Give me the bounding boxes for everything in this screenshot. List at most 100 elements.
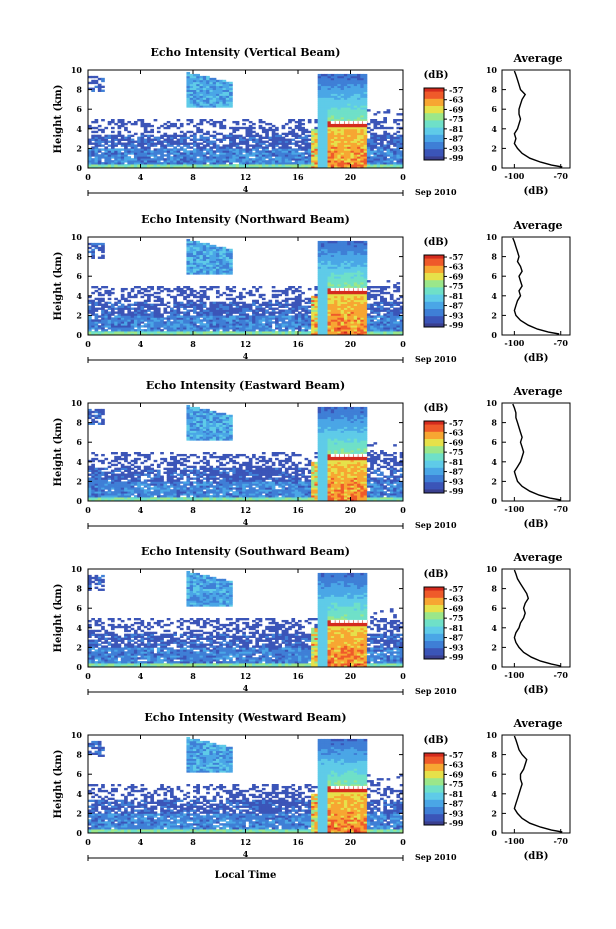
heatmap-cell: [265, 148, 269, 151]
heatmap-cell: [307, 327, 312, 330]
heatmap-cell: [209, 272, 214, 275]
heatmap-cell: [337, 130, 342, 134]
heatmap-cell: [317, 293, 322, 297]
heatmap-cell: [114, 331, 118, 334]
heatmap-cell: [215, 254, 220, 257]
heatmap-cell: [206, 317, 210, 320]
heatmap-cell: [193, 295, 197, 299]
heatmap-cell: [278, 138, 282, 141]
heatmap-cell: [206, 295, 210, 299]
heatmap-cell: [307, 287, 312, 291]
heatmap-cell: [389, 158, 394, 161]
heatmap-cell: [245, 307, 250, 310]
heatmap-cell: [235, 317, 240, 320]
avg-y-tick-label: 0: [491, 163, 497, 173]
heatmap-cell: [209, 156, 214, 159]
heatmap-cell: [334, 301, 338, 305]
heatmap-cell: [320, 293, 325, 297]
heatmap-cell: [327, 109, 332, 112]
heatmap-cell: [245, 142, 250, 145]
heatmap-cell: [271, 146, 276, 149]
heatmap-cell: [360, 113, 365, 116]
heatmap-cell: [189, 91, 194, 94]
heatmap-cell: [215, 301, 220, 305]
heatmap-cell: [219, 158, 223, 161]
heatmap-cell: [330, 305, 335, 308]
heatmap-cell: [304, 160, 309, 163]
heatmap-cell: [91, 303, 95, 306]
heatmap-cell: [340, 146, 345, 149]
heatmap-cell: [127, 150, 132, 153]
heatmap-cell: [334, 103, 338, 106]
heatmap-cell: [258, 315, 263, 318]
heatmap-cell: [229, 160, 233, 163]
heatmap-cell: [199, 166, 204, 169]
heatmap-cell: [340, 254, 345, 257]
heatmap-cell: [252, 319, 256, 322]
heatmap-cell: [173, 152, 177, 155]
heatmap-cell: [238, 321, 243, 324]
heatmap-cell: [340, 99, 345, 102]
heatmap-cell: [232, 136, 237, 139]
heatmap-cell: [215, 329, 220, 332]
heatmap-cell: [314, 287, 319, 291]
heatmap-cell: [393, 154, 397, 157]
heatmap-cell: [222, 156, 227, 159]
heatmap-cell: [104, 158, 109, 161]
heatmap-cell: [196, 166, 200, 169]
heatmap-cell: [334, 268, 338, 271]
heatmap-cell: [238, 152, 243, 155]
heatmap-cell: [304, 158, 309, 161]
heatmap-cell: [212, 136, 217, 139]
heatmap-cell: [229, 258, 233, 261]
heatmap-cell: [242, 303, 246, 306]
heatmap-cell: [353, 325, 358, 328]
heatmap-cell: [206, 99, 210, 102]
heatmap-cell: [258, 166, 263, 169]
heatmap-cell: [88, 242, 92, 246]
heatmap-cell: [268, 154, 273, 157]
heatmap-cell: [193, 148, 197, 151]
heatmap-cell: [225, 309, 230, 312]
heatmap-cell: [97, 333, 102, 336]
heatmap-cell: [88, 250, 92, 254]
heatmap-cell: [298, 327, 302, 330]
heatmap-cell: [147, 148, 151, 151]
heatmap-cell: [330, 77, 335, 81]
heatmap-cell: [350, 140, 355, 143]
heatmap-cell: [278, 146, 282, 149]
heatmap-cell: [173, 146, 177, 149]
heatmap-cell: [363, 128, 368, 132]
heatmap-cell: [140, 313, 145, 316]
heatmap-cell: [199, 87, 204, 90]
heatmap-cell: [357, 164, 361, 167]
heatmap-cell: [150, 130, 155, 134]
heatmap-cell: [120, 144, 125, 147]
heatmap-cell: [173, 154, 177, 157]
heatmap-cell: [314, 142, 319, 145]
heatmap-cell: [166, 124, 171, 128]
heatmap-cell: [252, 325, 256, 328]
heatmap-cell: [350, 317, 355, 320]
heatmap-cell: [110, 140, 115, 143]
heatmap-cell: [317, 321, 322, 324]
heatmap-cell: [340, 105, 345, 108]
heatmap-cell: [298, 333, 302, 336]
heatmap-cell: [334, 136, 338, 139]
heatmap-cell: [357, 299, 361, 303]
heatmap-cell: [101, 138, 105, 141]
heatmap-cell: [189, 242, 194, 246]
heatmap-cell: [229, 162, 233, 165]
heatmap-cell: [258, 134, 263, 138]
heatmap-cell: [107, 305, 112, 308]
heatmap-cell: [252, 293, 256, 297]
heatmap-cell: [199, 329, 204, 332]
heatmap-cell: [199, 136, 204, 139]
heatmap-cell: [337, 95, 342, 98]
heatmap-cell: [350, 152, 355, 155]
heatmap-cell: [219, 307, 223, 310]
heatmap-cell: [373, 286, 378, 289]
heatmap-cell: [399, 126, 404, 130]
heatmap-cell: [399, 119, 404, 122]
heatmap-cell: [271, 150, 276, 153]
